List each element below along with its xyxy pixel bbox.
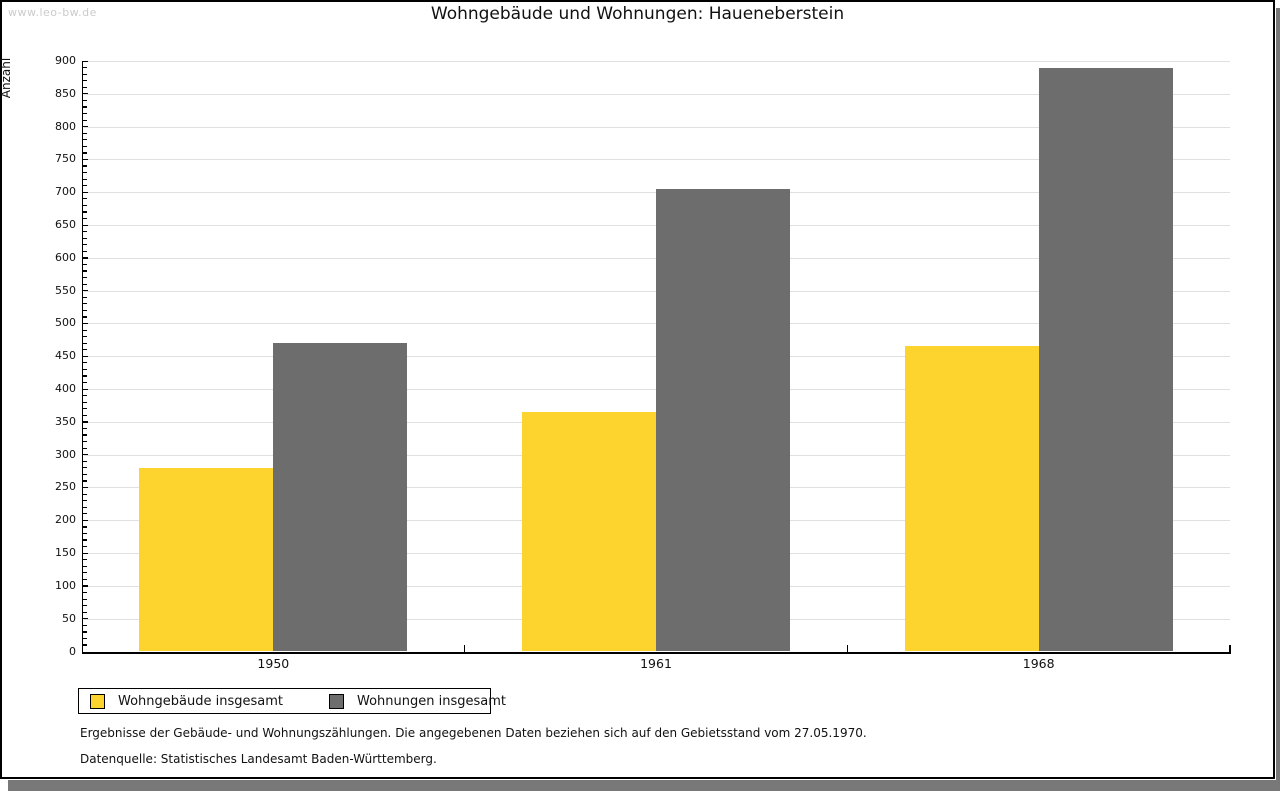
legend-swatch-wohnungen xyxy=(329,693,344,709)
legend-label-wohnungen: Wohnungen insgesamt xyxy=(357,693,506,709)
legend-swatch-wohngebaeude xyxy=(90,693,105,709)
chart-title: Wohngebäude und Wohnungen: Haueneberstei… xyxy=(430,4,845,24)
watermark-text: www.leo-bw.de xyxy=(8,6,97,19)
footnote: Ergebnisse der Gebäude- und Wohnungszähl… xyxy=(80,726,867,740)
page-shadow-bottom xyxy=(8,780,1280,791)
page-shadow-right xyxy=(1276,8,1280,791)
legend: Wohngebäude insgesamt Wohnungen insgesam… xyxy=(78,688,506,714)
y-axis-title: Anzahl xyxy=(0,57,13,99)
legend-label-wohngebaeude: Wohngebäude insgesamt xyxy=(118,693,283,709)
data-source: Datenquelle: Statistisches Landesamt Bad… xyxy=(80,752,437,766)
